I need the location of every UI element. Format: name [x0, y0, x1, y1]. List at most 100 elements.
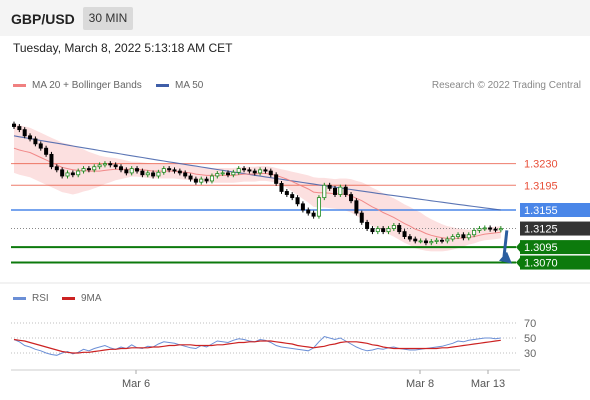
timeframe-badge[interactable]: 30 MIN — [83, 7, 133, 30]
candle-body — [258, 169, 263, 174]
candle-body — [445, 238, 450, 242]
candle-body — [488, 227, 493, 230]
candle-body — [231, 171, 236, 176]
copyright-text: Research © 2022 Trading Central — [431, 80, 581, 91]
candle-body — [343, 186, 348, 195]
candle-body — [413, 238, 418, 242]
candle-body — [461, 234, 466, 239]
candle-body — [129, 168, 134, 174]
candle-body — [145, 172, 150, 176]
candle-body — [477, 228, 482, 231]
candle-body — [365, 221, 370, 229]
candle-body — [482, 227, 487, 230]
candle-body — [386, 228, 391, 233]
candle-body — [54, 166, 59, 171]
candle-body — [161, 168, 166, 173]
rsi-ma-line — [13, 338, 501, 354]
candle-body — [188, 175, 193, 180]
symbol-title: GBP/USD — [11, 11, 75, 27]
legend-swatch-ma50 — [156, 83, 169, 87]
candle-body — [76, 170, 81, 176]
candle-body — [338, 186, 343, 195]
candle-body — [434, 239, 439, 242]
candle-body — [220, 172, 225, 175]
legend-ma50: MA 50 — [156, 80, 203, 91]
candle-body — [92, 166, 97, 171]
level-tag-3 — [520, 221, 590, 236]
candle-body — [172, 169, 177, 172]
candle-body — [397, 225, 402, 233]
legend-rsi: RSI — [13, 293, 49, 304]
candle-body — [28, 135, 33, 140]
candle-body — [274, 174, 279, 184]
level-label-4: 1.3095 — [524, 242, 558, 254]
candle-body — [472, 229, 477, 236]
candle-body — [247, 169, 252, 172]
candle-body — [252, 170, 257, 174]
legend-ma20: MA 20 + Bollinger Bands — [13, 80, 142, 91]
candle-body — [22, 129, 27, 137]
candle-body — [97, 164, 102, 168]
candle-body — [135, 168, 140, 172]
candle-body — [284, 191, 289, 195]
rsi-line — [13, 335, 501, 356]
candle-body — [119, 166, 124, 171]
legend-label-9ma: 9MA — [81, 293, 102, 304]
legend-9ma: 9MA — [62, 293, 102, 304]
x-tick-label-2: Mar 13 — [471, 378, 505, 390]
candle-body — [311, 212, 316, 217]
candle-body — [204, 178, 209, 182]
candle-body — [167, 168, 172, 171]
candle-body — [381, 228, 386, 233]
candle-body — [242, 168, 247, 171]
bollinger-band — [14, 123, 501, 252]
candle-body — [49, 153, 54, 168]
candle-body — [498, 228, 503, 231]
candle-body — [370, 228, 375, 233]
ma20-line — [13, 147, 501, 239]
candle-body — [263, 169, 268, 172]
candle-body — [391, 225, 396, 229]
forecast-arrow-shaft — [502, 230, 509, 257]
candle-body — [349, 194, 354, 202]
legend-label-rsi: RSI — [32, 293, 49, 304]
candle-body — [279, 183, 284, 192]
level-label-3: 1.3125 — [524, 224, 558, 236]
level-label-1: 1.3195 — [524, 180, 558, 192]
candle-body — [113, 164, 118, 168]
level-label-5: 1.3070 — [524, 258, 558, 270]
candle-body — [354, 200, 359, 214]
candle-body — [33, 138, 38, 145]
candle-body — [177, 170, 182, 174]
legend-swatch-9ma — [62, 296, 75, 300]
rsi-tick-label-30: 30 — [524, 348, 536, 360]
candle-body — [466, 234, 471, 239]
candle-body — [456, 234, 461, 237]
candle-body — [402, 231, 407, 237]
candle-body — [11, 123, 16, 127]
candle-body — [290, 194, 295, 199]
candle-body — [295, 197, 300, 205]
candle-body — [300, 203, 305, 211]
candle-body — [375, 228, 380, 233]
candle-body — [225, 172, 230, 176]
candle-body — [209, 175, 214, 182]
candle-body — [418, 240, 423, 243]
candle-body — [268, 170, 273, 176]
level-label-0: 1.3230 — [524, 159, 558, 171]
candle-body — [215, 173, 220, 177]
level-tag-2 — [520, 203, 590, 217]
timestamp: Tuesday, March 8, 2022 5:13:18 AM CET — [13, 41, 233, 55]
candle-body — [108, 163, 113, 166]
candle-body — [423, 240, 428, 244]
legend-label-ma20: MA 20 + Bollinger Bands — [32, 80, 142, 91]
ma50-line — [13, 135, 501, 211]
legend-label-ma50: MA 50 — [175, 80, 204, 91]
forecast-arrow-head — [499, 251, 512, 264]
candle-body — [86, 168, 91, 171]
x-tick-label-1: Mar 8 — [406, 378, 434, 390]
candle-body — [193, 178, 198, 183]
candle-body — [17, 126, 22, 131]
level-tag-5 — [520, 255, 590, 270]
